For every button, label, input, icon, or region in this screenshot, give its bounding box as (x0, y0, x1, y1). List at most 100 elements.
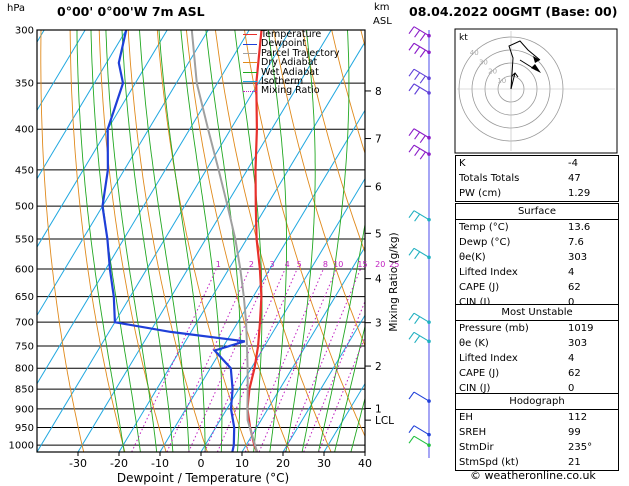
wind-barb (408, 331, 430, 344)
wind-barb-feather (408, 144, 415, 153)
hodograph-title: kt (459, 33, 468, 43)
wind-barb (408, 42, 430, 58)
isotherm-line (200, 177, 365, 452)
wet-adiabat-line (105, 30, 158, 452)
hodo-label: SREH (459, 427, 487, 438)
mu-value: 0 (568, 383, 575, 394)
surface-row: Dewp (°C) 7.6 (456, 235, 618, 250)
mu-row: Pressure (mb) 1019 (456, 320, 618, 336)
surface-value: 0 (568, 297, 575, 308)
dry-adiabat-line (244, 30, 365, 438)
dry-adiabat-line (40, 30, 85, 452)
legend-swatch (243, 81, 257, 83)
wind-barb-feather (414, 46, 421, 55)
wind-barb-feather (408, 248, 415, 256)
wind-barb-feather (414, 29, 421, 38)
mixing-ratio-label: 2 (249, 260, 254, 269)
mixing-ratio-label: 20 (375, 260, 385, 269)
wind-barb (408, 128, 430, 144)
wind-barb-dot (427, 91, 431, 95)
wind-barb (408, 312, 430, 324)
pressure-tick-label: 650 (15, 292, 34, 303)
wind-barb (408, 68, 430, 84)
wet-adiabat-line (267, 30, 287, 452)
surface-row: θe(K) 303 (456, 250, 618, 265)
most-unstable-title: Most Unstable (501, 307, 573, 318)
wind-barb-staff (413, 144, 430, 155)
isotherm-line (37, 30, 127, 180)
hodograph-table: Hodograph EH 112 SREH 99 StmDir 235° StmSpd… (455, 393, 619, 471)
legend-swatch (243, 62, 257, 64)
wind-barb-feather (408, 26, 415, 35)
index-row: Totals Totals 47 (456, 171, 618, 186)
surface-label: CAPE (J) (459, 282, 500, 293)
legend-swatch (243, 34, 257, 36)
wet-adiabat-line (285, 30, 316, 452)
wet-adiabat-line (317, 222, 365, 452)
wet-adiabat-line (76, 30, 125, 452)
mixing-ratio-line (244, 268, 324, 452)
wind-barb-staff (413, 435, 430, 446)
dry-adiabat-line (69, 30, 126, 452)
hodograph-arrow (510, 72, 519, 90)
pressure-tick-label: 950 (15, 423, 34, 434)
wind-barb (408, 435, 430, 446)
km-tick-label: 3 (375, 318, 382, 330)
hodograph-arrowhead (533, 56, 540, 63)
mu-label: Lifted Index (459, 353, 518, 364)
surface-row: Temp (°C) 13.6 (456, 219, 618, 235)
wind-barb-feather (419, 135, 426, 144)
surface-value: 13.6 (568, 222, 591, 233)
mixing-ratio-label: 5 (297, 260, 302, 269)
x-tick-label: 40 (358, 457, 372, 470)
pressure-tick-label: 850 (15, 385, 34, 396)
wind-barb-dot (427, 217, 431, 222)
km-tick-label: 8 (375, 86, 382, 98)
mixing-ratio-line (216, 268, 298, 452)
wind-barb-feather (408, 210, 415, 218)
wind-barb-dot (427, 432, 431, 437)
wind-barb-dot (427, 399, 431, 403)
legend-swatch (243, 43, 257, 45)
index-row: K -4 (456, 156, 618, 171)
hodograph-ring-label: 40 (470, 49, 479, 57)
legend-item-wet-adiabat: Wet Adiabat (243, 67, 339, 77)
wind-barb-feather (419, 49, 426, 58)
pressure-tick-label: 800 (15, 364, 34, 375)
wind-barb-staff (413, 331, 430, 342)
legend-swatch (243, 90, 257, 92)
surface-value: 62 (568, 282, 581, 293)
km-tick-label: 4 (375, 274, 382, 286)
surface-label: Temp (°C) (459, 222, 509, 233)
isotherm-line (118, 41, 365, 452)
mixing-ratio-line (284, 268, 361, 452)
wind-barb (408, 83, 430, 95)
legend-item-temperature: Temperature (243, 30, 339, 39)
mixing-ratio-label: 25 (389, 260, 399, 269)
isotherm-line (37, 30, 86, 112)
km-tick-label: 2 (375, 361, 382, 373)
hodograph-trace (508, 40, 541, 90)
wind-barb-feather (419, 151, 426, 160)
wind-barb-feather (408, 83, 415, 92)
hodo-value: 21 (568, 457, 581, 468)
legend-swatch (243, 71, 257, 73)
legend-label: Temperature (261, 29, 322, 40)
legend-item-mixing-ratio: Mixing Ratio (243, 85, 339, 97)
mixing-ratio-line (204, 268, 286, 452)
legend-label: Mixing Ratio (261, 85, 320, 97)
date-title: 08.04.2022 00GMT (Base: 00) (409, 4, 618, 19)
mixing-ratio-line (131, 268, 217, 452)
wind-barb-dot (427, 339, 431, 344)
mu-value: 1019 (568, 323, 594, 334)
isotherm-line (282, 314, 365, 452)
isotherm-line (37, 30, 250, 385)
pressure-tick-label: 900 (15, 404, 34, 415)
mu-row: Lifted Index 4 (456, 351, 618, 366)
mixing-ratio-line (258, 268, 337, 452)
wind-barb-feather (408, 68, 415, 77)
index-label: K (459, 158, 466, 169)
dry-adiabat-line (273, 30, 365, 347)
wind-barb-feather (408, 435, 415, 444)
series-line-temperature (246, 30, 263, 452)
